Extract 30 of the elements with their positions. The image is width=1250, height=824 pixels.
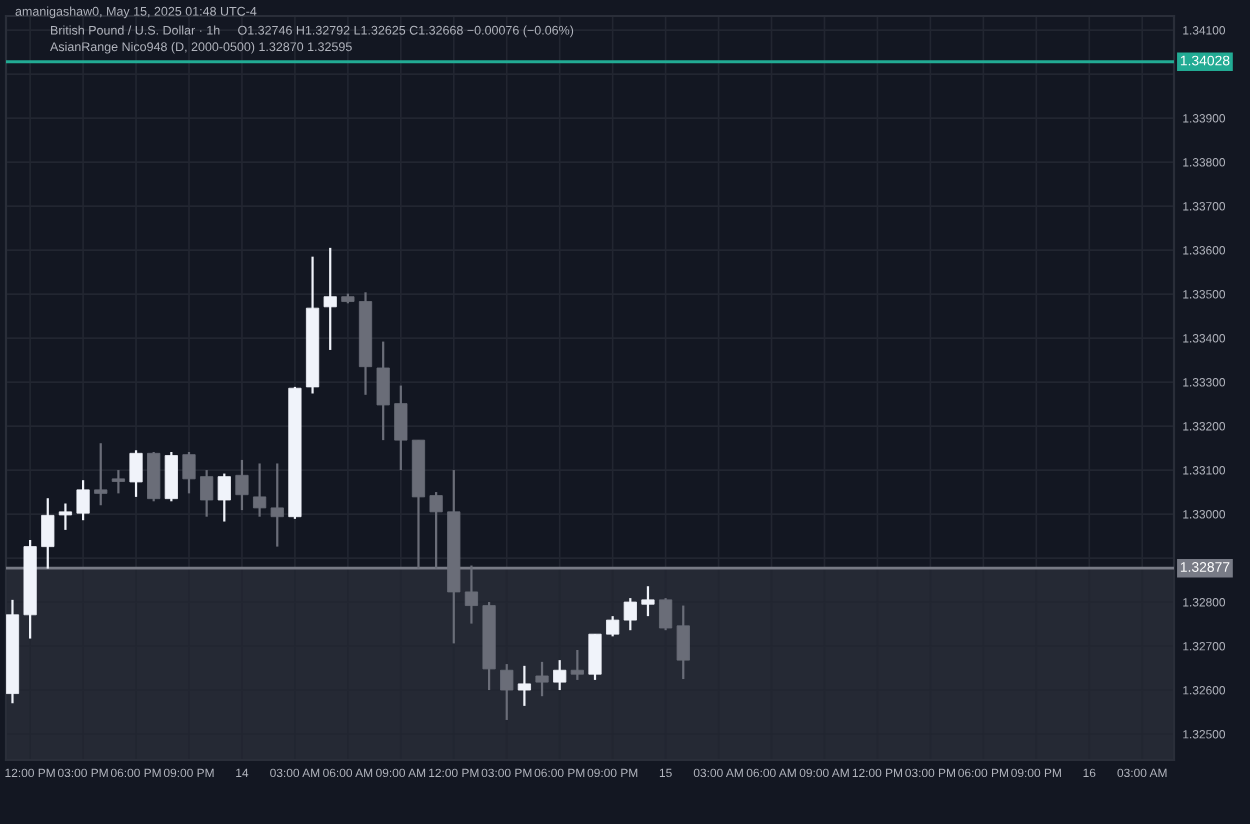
candlestick (111, 468, 125, 495)
candlestick (182, 450, 196, 495)
candlestick (129, 449, 143, 498)
candlestick (235, 458, 249, 512)
candlestick (217, 472, 231, 523)
candlestick (429, 490, 443, 570)
candlestick (147, 450, 161, 503)
candlestick (76, 479, 90, 522)
candlestick (659, 596, 673, 632)
candlestick (464, 564, 479, 625)
candlestick (376, 340, 390, 442)
candlestick (535, 660, 549, 698)
candlestick (676, 604, 690, 681)
candlestick (570, 648, 584, 682)
candlestick (517, 664, 531, 707)
candlestick (606, 615, 620, 638)
candlestick (641, 585, 655, 618)
candlestick (94, 442, 108, 507)
candlestick (164, 450, 178, 503)
candlestick (41, 497, 55, 570)
candlestick (253, 462, 267, 518)
candlestick (588, 633, 602, 682)
candlestick (394, 384, 408, 472)
candlestick (323, 246, 337, 352)
candlestick (623, 596, 637, 632)
candlestick (270, 462, 284, 548)
candlestick (200, 468, 214, 518)
candlestick (58, 502, 73, 531)
candlestick (500, 662, 514, 722)
candlestick (553, 659, 567, 692)
